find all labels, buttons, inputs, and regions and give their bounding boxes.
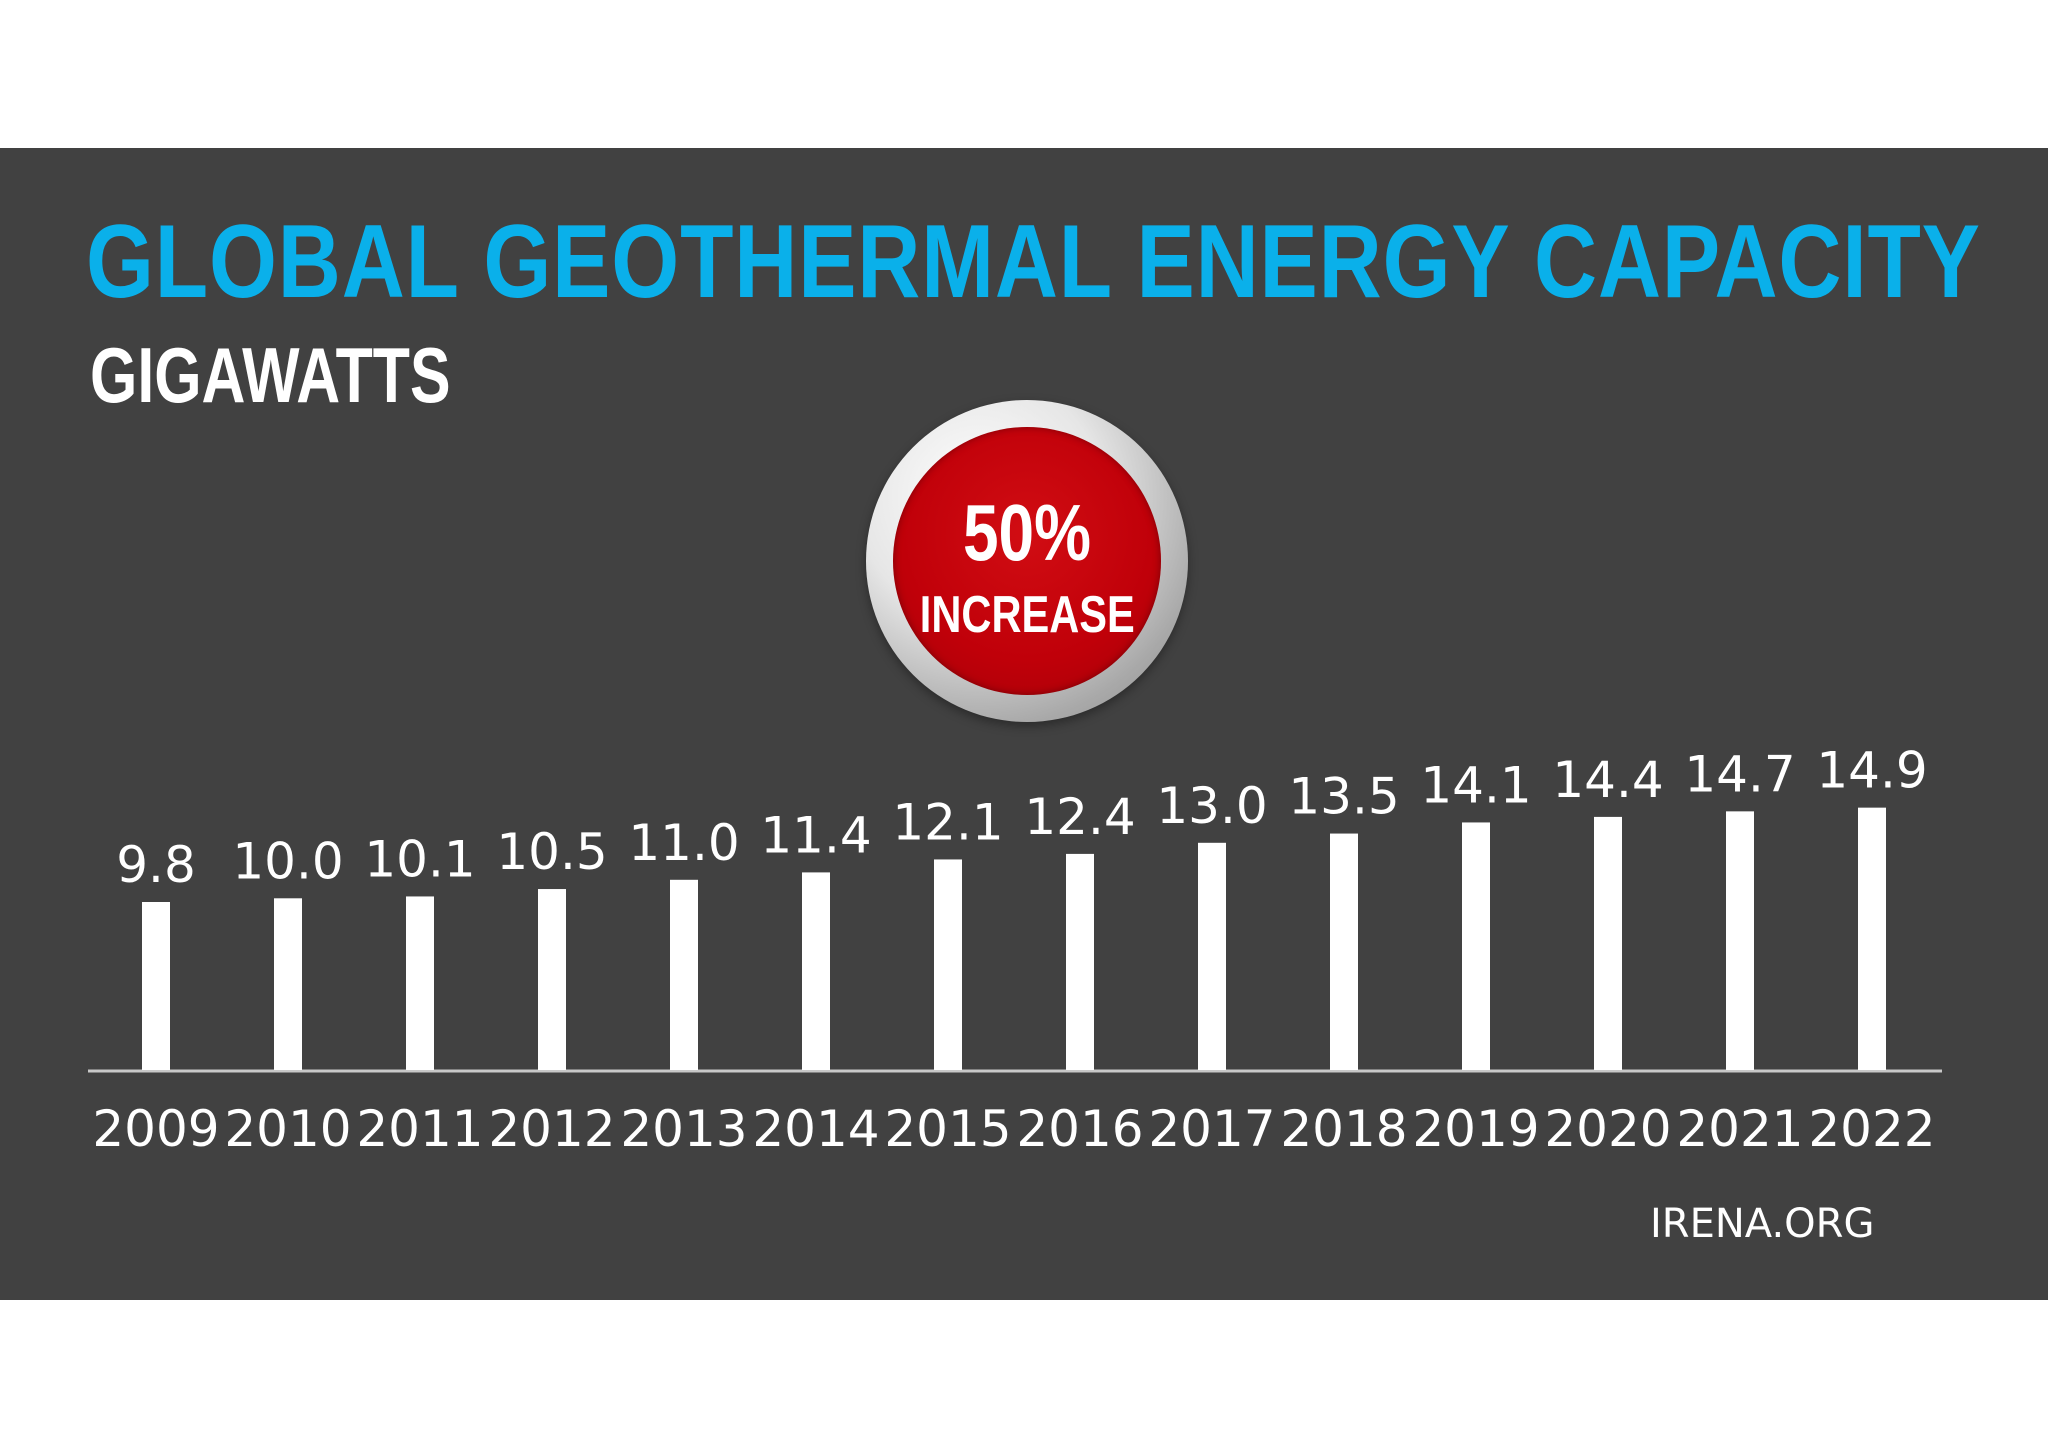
bar-2020 bbox=[1594, 816, 1622, 1070]
x-tick-2013: 2013 bbox=[620, 1100, 747, 1158]
bar-2014 bbox=[802, 872, 830, 1070]
badge-percent: 50% bbox=[962, 488, 1092, 577]
x-tick-2018: 2018 bbox=[1280, 1100, 1407, 1158]
value-labels: 9.8 10.0 10.1 10.5 11.0 11.4 12.1 12.4 13.0 13.5 1… bbox=[116, 742, 1927, 894]
value-label-2014: 11.4 bbox=[760, 806, 871, 864]
x-tick-2012: 2012 bbox=[488, 1100, 615, 1158]
x-tick-2015: 2015 bbox=[884, 1100, 1011, 1158]
bar-2017 bbox=[1198, 842, 1226, 1070]
x-tick-2020: 2020 bbox=[1544, 1100, 1671, 1158]
x-tick-2011: 2011 bbox=[356, 1100, 483, 1158]
value-label-2016: 12.4 bbox=[1024, 788, 1135, 846]
bar-2011 bbox=[406, 896, 434, 1070]
bar-2012 bbox=[538, 889, 566, 1070]
bar-2010 bbox=[274, 898, 302, 1070]
x-tick-2021: 2021 bbox=[1676, 1100, 1803, 1158]
bars bbox=[142, 807, 1886, 1070]
x-tick-2022: 2022 bbox=[1808, 1100, 1935, 1158]
x-tick-2009: 2009 bbox=[92, 1100, 219, 1158]
bar-2015 bbox=[934, 859, 962, 1070]
bar-2013 bbox=[670, 879, 698, 1070]
x-tick-2016: 2016 bbox=[1016, 1100, 1143, 1158]
bar-2019 bbox=[1462, 822, 1490, 1070]
value-label-2020: 14.4 bbox=[1552, 751, 1663, 809]
increase-badge-inner: 50% INCREASE bbox=[893, 427, 1161, 695]
increase-badge: 50% INCREASE bbox=[866, 400, 1188, 722]
value-label-2015: 12.1 bbox=[892, 793, 1003, 851]
chart-subtitle: GIGAWATTS bbox=[90, 331, 451, 419]
value-label-2011: 10.1 bbox=[364, 830, 475, 888]
bar-2016 bbox=[1066, 853, 1094, 1070]
bar-2021 bbox=[1726, 811, 1754, 1070]
badge-label: INCREASE bbox=[919, 586, 1135, 644]
source-label: IRENA.ORG bbox=[1650, 1201, 1875, 1247]
x-tick-2017: 2017 bbox=[1148, 1100, 1275, 1158]
chart-title: GLOBAL GEOTHERMAL ENERGY CAPACITY bbox=[86, 204, 1981, 320]
value-label-2017: 13.0 bbox=[1156, 777, 1267, 835]
bar-2018 bbox=[1330, 833, 1358, 1070]
value-label-2019: 14.1 bbox=[1420, 756, 1531, 814]
x-tick-2014: 2014 bbox=[752, 1100, 879, 1158]
value-label-2013: 11.0 bbox=[628, 814, 739, 872]
value-label-2012: 10.5 bbox=[496, 823, 607, 881]
value-label-2022: 14.9 bbox=[1816, 742, 1927, 800]
value-label-2018: 13.5 bbox=[1288, 768, 1399, 826]
value-label-2021: 14.7 bbox=[1684, 745, 1795, 803]
bar-2022 bbox=[1858, 807, 1886, 1070]
x-tick-2010: 2010 bbox=[224, 1100, 351, 1158]
bar-2009 bbox=[142, 902, 170, 1070]
chart-panel bbox=[0, 148, 2048, 1300]
x-tick-labels: 2009 2010 2011 2012 2013 2014 2015 2016 2017 2018… bbox=[92, 1100, 1935, 1158]
value-label-2009: 9.8 bbox=[116, 836, 196, 894]
value-label-2010: 10.0 bbox=[232, 832, 343, 890]
x-tick-2019: 2019 bbox=[1412, 1100, 1539, 1158]
